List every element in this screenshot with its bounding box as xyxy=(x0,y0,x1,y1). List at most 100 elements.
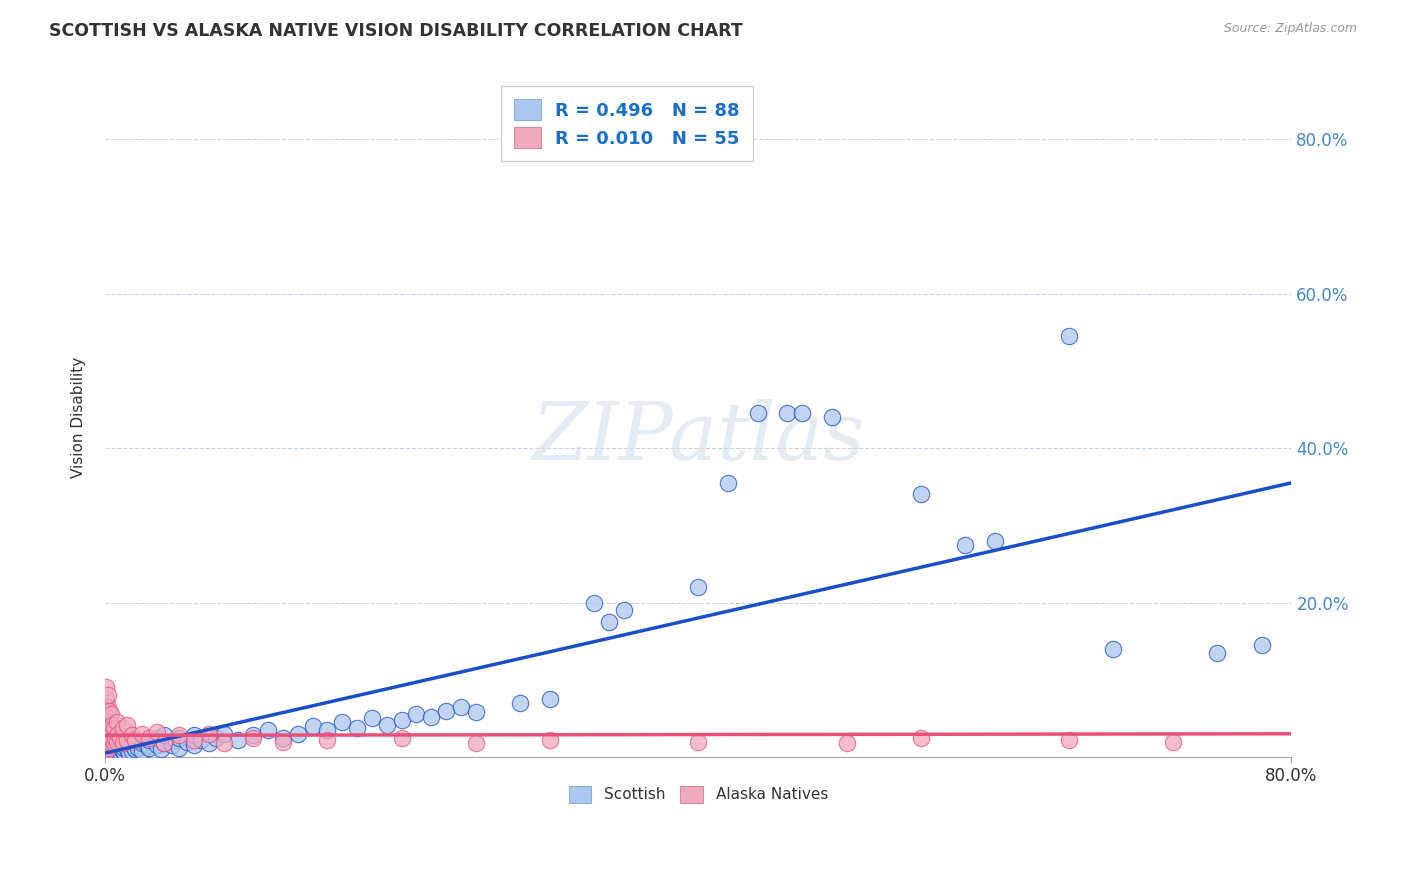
Point xyxy=(167,728,190,742)
Point xyxy=(160,739,183,753)
Point xyxy=(316,733,339,747)
Point xyxy=(1161,734,1184,748)
Point xyxy=(776,406,799,420)
Point xyxy=(97,688,120,702)
Point xyxy=(105,734,128,748)
Text: SCOTTISH VS ALASKA NATIVE VISION DISABILITY CORRELATION CHART: SCOTTISH VS ALASKA NATIVE VISION DISABIL… xyxy=(49,22,742,40)
Point xyxy=(434,704,457,718)
Point xyxy=(583,595,606,609)
Point xyxy=(391,713,413,727)
Point xyxy=(910,731,932,745)
Point xyxy=(103,742,125,756)
Point xyxy=(96,744,118,758)
Point xyxy=(138,740,160,755)
Point xyxy=(212,727,235,741)
Point xyxy=(165,733,187,747)
Point xyxy=(105,744,128,758)
Point xyxy=(105,715,128,730)
Point xyxy=(228,733,250,747)
Point xyxy=(146,725,169,739)
Point xyxy=(1057,329,1080,343)
Point xyxy=(361,711,384,725)
Point xyxy=(96,699,118,714)
Point xyxy=(97,731,120,745)
Point xyxy=(101,733,124,747)
Point xyxy=(330,715,353,730)
Point xyxy=(420,710,443,724)
Point xyxy=(688,580,710,594)
Point xyxy=(121,739,143,753)
Point xyxy=(153,736,176,750)
Point xyxy=(107,727,129,741)
Point xyxy=(405,707,427,722)
Point xyxy=(103,721,125,735)
Point xyxy=(111,739,134,753)
Point xyxy=(205,731,228,745)
Point xyxy=(242,731,264,745)
Point xyxy=(183,728,205,742)
Point xyxy=(167,740,190,755)
Point xyxy=(121,744,143,758)
Point xyxy=(111,744,134,758)
Point xyxy=(107,742,129,756)
Point xyxy=(96,746,118,760)
Point xyxy=(138,733,160,747)
Point xyxy=(121,728,143,742)
Point xyxy=(108,745,131,759)
Point xyxy=(183,739,205,753)
Point xyxy=(98,728,121,742)
Point xyxy=(747,406,769,420)
Point xyxy=(717,475,740,490)
Point xyxy=(257,723,280,737)
Point xyxy=(316,723,339,737)
Point xyxy=(450,699,472,714)
Point xyxy=(391,731,413,745)
Point xyxy=(101,744,124,758)
Point xyxy=(146,731,169,745)
Point xyxy=(97,699,120,714)
Point xyxy=(96,707,118,722)
Point xyxy=(97,710,120,724)
Point xyxy=(101,717,124,731)
Point xyxy=(108,736,131,750)
Point xyxy=(346,721,368,735)
Point xyxy=(104,746,127,760)
Point xyxy=(127,740,149,755)
Point xyxy=(150,742,173,756)
Point xyxy=(183,733,205,747)
Point xyxy=(146,739,169,753)
Point xyxy=(790,406,813,420)
Text: Source: ZipAtlas.com: Source: ZipAtlas.com xyxy=(1223,22,1357,36)
Point xyxy=(96,734,118,748)
Point xyxy=(97,721,120,735)
Point xyxy=(124,734,146,748)
Point xyxy=(287,727,309,741)
Point xyxy=(375,717,398,731)
Point xyxy=(96,692,118,706)
Point xyxy=(688,734,710,748)
Point xyxy=(135,739,157,753)
Point xyxy=(153,736,176,750)
Point xyxy=(98,715,121,730)
Point xyxy=(96,681,118,695)
Point xyxy=(271,734,294,748)
Point xyxy=(598,615,620,629)
Point xyxy=(984,533,1007,548)
Point xyxy=(271,731,294,745)
Legend: Scottish, Alaska Natives: Scottish, Alaska Natives xyxy=(558,775,838,814)
Point xyxy=(538,692,561,706)
Point xyxy=(100,707,122,722)
Point xyxy=(115,733,138,747)
Point xyxy=(1206,646,1229,660)
Point xyxy=(100,745,122,759)
Text: ZIPatlas: ZIPatlas xyxy=(531,399,865,476)
Point xyxy=(198,727,221,741)
Point xyxy=(98,742,121,756)
Point xyxy=(821,410,844,425)
Point xyxy=(112,740,135,755)
Point xyxy=(1102,641,1125,656)
Point xyxy=(138,731,160,745)
Point xyxy=(111,736,134,750)
Point xyxy=(835,736,858,750)
Point xyxy=(153,728,176,742)
